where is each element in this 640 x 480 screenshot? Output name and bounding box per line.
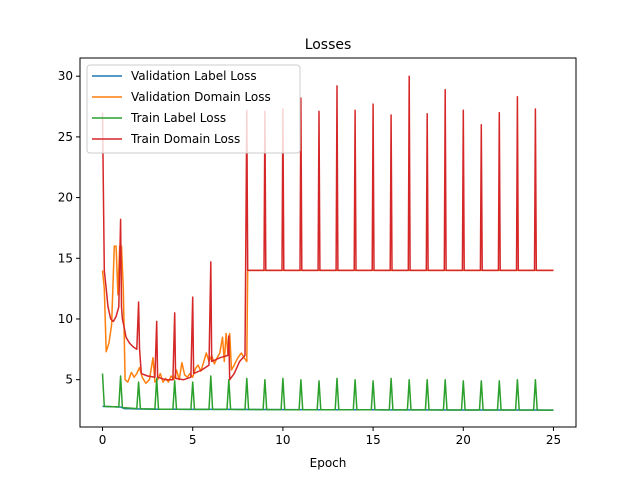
x-tick-label: 0 — [99, 433, 107, 447]
x-tick-label: 15 — [365, 433, 380, 447]
x-tick-label: 25 — [546, 433, 561, 447]
x-tick-label: 5 — [189, 433, 197, 447]
plot-frame — [79, 57, 577, 428]
y-tick-label: 15 — [58, 251, 73, 265]
x-tick-label: 10 — [275, 433, 290, 447]
y-tick-label: 30 — [58, 69, 73, 83]
x-tick-label: 20 — [456, 433, 471, 447]
series-line-1 — [101, 245, 554, 385]
legend-entry-2: Train Label Loss — [130, 111, 226, 125]
x-axis-ticks: 0 5 10 15 20 25 — [99, 427, 561, 447]
y-tick-label: 10 — [58, 312, 73, 326]
legend: Validation Label Loss Validation Domain L… — [86, 64, 301, 154]
y-tick-label: 20 — [58, 191, 73, 205]
legend-box — [86, 64, 301, 154]
x-axis-label: Epoch — [310, 456, 347, 470]
series-line-3 — [101, 75, 554, 381]
y-axis-ticks: 5 10 15 20 25 30 — [58, 69, 80, 387]
legend-entry-1: Validation Domain Loss — [131, 90, 271, 104]
plot-lines — [101, 75, 554, 411]
chart-title: Losses — [305, 37, 352, 53]
y-tick-label: 5 — [65, 373, 73, 387]
legend-entry-0: Validation Label Loss — [131, 69, 257, 83]
y-tick-label: 25 — [58, 130, 73, 144]
legend-entry-3: Train Domain Loss — [130, 132, 240, 146]
series-line-2 — [101, 373, 554, 411]
